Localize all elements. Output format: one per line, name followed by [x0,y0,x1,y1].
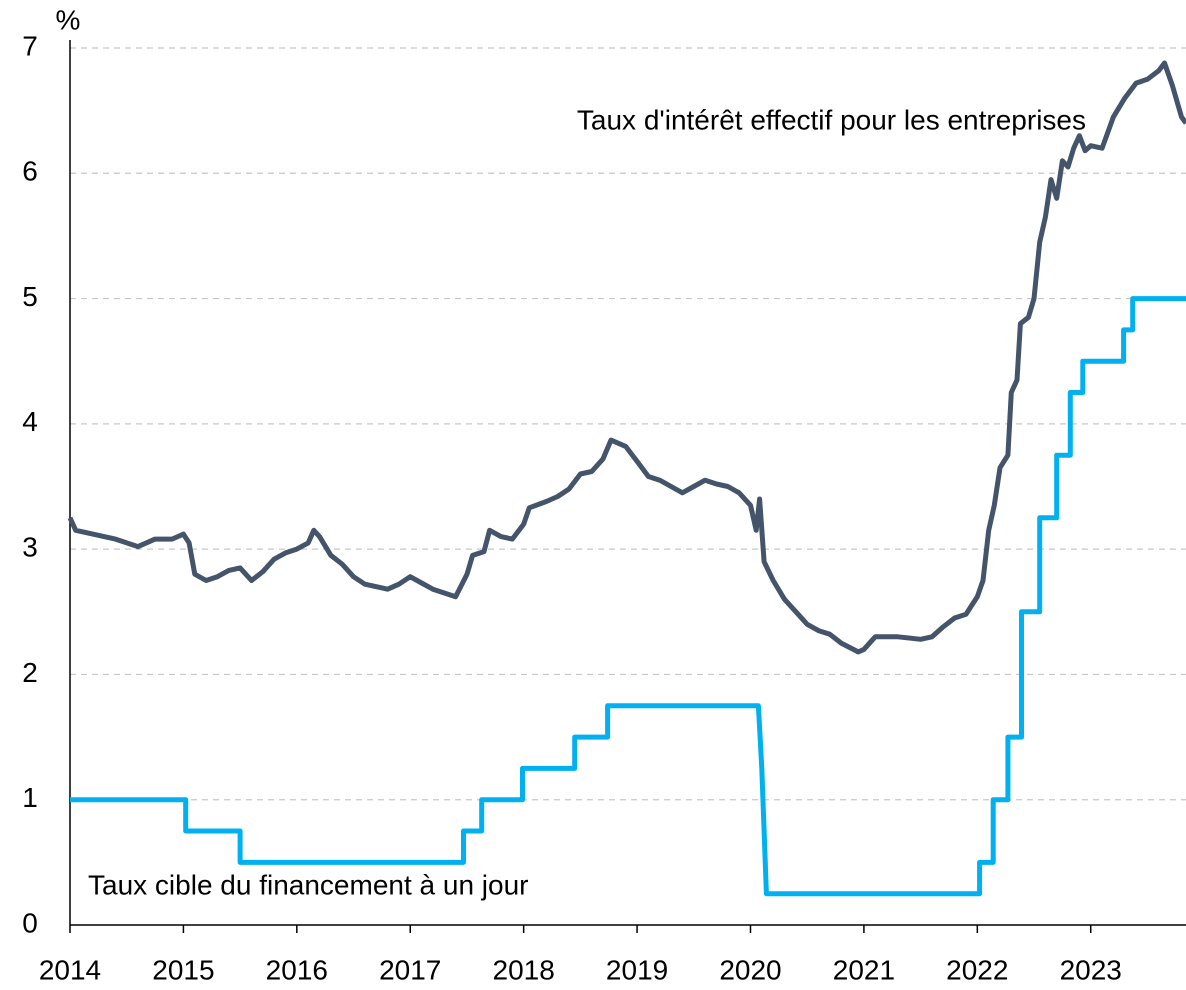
series-label: Taux d'intérêt effectif pour les entrepr… [577,104,1086,135]
x-tick-label: 2019 [606,954,668,985]
x-tick-label: 2021 [833,954,895,985]
x-tick-label: 2015 [152,954,214,985]
x-tick-label: 2022 [946,954,1008,985]
y-tick-label: 7 [22,30,38,61]
series-line [67,60,1186,655]
y-tick-label: 1 [22,782,38,813]
x-tick-label: 2017 [379,954,441,985]
y-tick-label: 5 [22,281,38,312]
y-tick-label: 6 [22,156,38,187]
y-tick-label: 4 [22,406,38,437]
x-tick-label: 2023 [1060,954,1122,985]
y-tick-label: 0 [22,907,38,938]
series-label: Taux cible du financement à un jour [88,869,529,900]
y-tick-label: 2 [22,657,38,688]
x-tick-label: 2020 [719,954,781,985]
x-tick-label: 2016 [266,954,328,985]
x-tick-label: 2014 [39,954,101,985]
y-tick-label: 3 [22,532,38,563]
series-line [70,296,1186,897]
x-tick-label: 2018 [493,954,555,985]
y-unit-label: % [56,4,81,35]
